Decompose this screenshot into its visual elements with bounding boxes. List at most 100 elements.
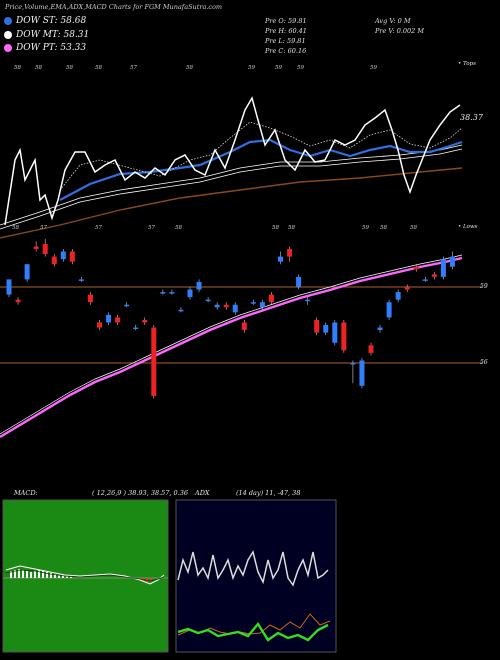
candle-body — [314, 319, 320, 333]
candle-body — [97, 322, 102, 328]
top-marker: 58 — [14, 65, 21, 71]
low-marker: 59 — [362, 225, 369, 231]
candle-body — [187, 289, 193, 298]
candle-body — [178, 309, 184, 312]
candle-body — [287, 249, 293, 257]
candle-body — [350, 363, 356, 365]
candle-body — [268, 294, 274, 303]
adx-label: ADX — [195, 489, 210, 497]
low-marker: 58 — [272, 225, 279, 231]
candle-body — [278, 256, 283, 262]
low-marker: 58 — [410, 225, 417, 231]
legend-dow-mt: DOW MT: 58.31 — [4, 30, 89, 40]
macd-label: MACD: — [14, 489, 38, 497]
macd-signal-line — [5, 569, 165, 582]
low-marker: 58 — [288, 225, 295, 231]
candle-body — [169, 292, 175, 294]
candle-body — [223, 304, 229, 308]
avg-volume: Avg V: 0 M — [375, 17, 411, 25]
candle-body — [15, 299, 21, 303]
candle-body — [106, 314, 112, 323]
dow-pt-line-edge — [0, 254, 463, 435]
level-label-upper: 59 — [480, 283, 488, 290]
candle-body — [323, 325, 329, 333]
legend-swatch-st — [4, 17, 12, 25]
candle-body — [341, 322, 347, 351]
candle-body — [359, 360, 365, 386]
candle-body — [60, 251, 66, 260]
last-value-label: 38.37 — [460, 113, 483, 122]
price-close-line — [4, 96, 461, 226]
candle-body — [42, 243, 48, 255]
dow-pt-line — [0, 256, 463, 439]
legend-label-st: DOW ST: 58.68 — [16, 16, 87, 26]
candle-body — [241, 322, 247, 331]
top-marker: 59 — [275, 65, 282, 71]
top-marker: 58 — [186, 65, 193, 71]
candle-body — [6, 279, 12, 295]
level-label-lower: 56 — [480, 359, 488, 366]
candle-body — [232, 304, 238, 313]
ema-lines — [0, 96, 463, 239]
candle-body — [124, 304, 130, 307]
candle-body — [368, 345, 374, 353]
candle-body — [440, 259, 446, 277]
candle-body — [142, 319, 148, 323]
candle-body — [205, 299, 211, 302]
top-marker: 59 — [297, 65, 304, 71]
candle-body — [115, 317, 121, 323]
candle-body — [214, 304, 220, 308]
legend-swatch-mt — [4, 31, 12, 39]
candle-body — [305, 299, 311, 302]
candle-body — [160, 292, 166, 294]
candle-body — [51, 256, 57, 265]
chart-title: Price,Volume,EMA,ADX,MACD Charts for FGM… — [5, 3, 223, 11]
candle-body — [431, 274, 437, 277]
macd-values: ( 12,26,9 ) 38.93, 38.57, 0.36 — [92, 489, 189, 497]
low-marker: 58 — [12, 225, 19, 231]
candle-body — [33, 246, 39, 249]
adx-values: (14 day) 11, -47, 38 — [236, 489, 301, 497]
low-marker: 57 — [40, 225, 47, 231]
ohlc-high: Pre H: 60.41 — [265, 27, 307, 35]
legend-label-pt: DOW PT: 53.33 — [16, 43, 87, 53]
candle-body — [133, 327, 139, 330]
candle-body — [449, 256, 455, 267]
adx-panel — [175, 499, 337, 653]
tops-label: • Tops — [458, 61, 476, 67]
candle-body — [78, 279, 84, 281]
candle-body — [404, 287, 410, 290]
ohlc-open: Pre O: 59.81 — [265, 17, 307, 25]
low-marker: 57 — [148, 225, 155, 231]
legend-swatch-pt — [4, 44, 12, 52]
candle-body — [395, 292, 401, 300]
candle-body — [250, 302, 256, 304]
low-marker: 57 — [95, 225, 102, 231]
candle-body — [386, 302, 392, 318]
candle-body — [24, 264, 30, 280]
dow-mt-line-outer — [0, 144, 463, 226]
macd-histogram — [10, 569, 152, 582]
top-marker: 59 — [370, 65, 377, 71]
ohlc-close: Pre C: 60.16 — [265, 47, 307, 55]
adx-line — [177, 621, 329, 642]
legend-dow-pt: DOW PT: 53.33 — [4, 43, 86, 53]
lows-label: • Lows — [458, 224, 478, 230]
candle-body — [377, 327, 383, 331]
candles — [6, 238, 455, 399]
candle-body — [332, 322, 338, 343]
macd-line — [5, 565, 165, 585]
low-marker: 58 — [380, 225, 387, 231]
legend-label-mt: DOW MT: 58.31 — [16, 30, 90, 40]
top-marker: 58 — [95, 65, 102, 71]
dow-lt-line — [0, 167, 463, 239]
low-markers: 58 57 57 57 58 58 58 59 58 58 — [12, 225, 417, 231]
top-marker: 57 — [130, 65, 137, 71]
candle-body — [196, 281, 202, 290]
candle-body — [413, 266, 419, 270]
top-marker: 59 — [248, 65, 255, 71]
candle-body — [296, 276, 302, 287]
ohlc-low: Pre L: 59.81 — [265, 37, 306, 45]
candle-body — [69, 251, 75, 262]
low-marker: 58 — [175, 225, 182, 231]
